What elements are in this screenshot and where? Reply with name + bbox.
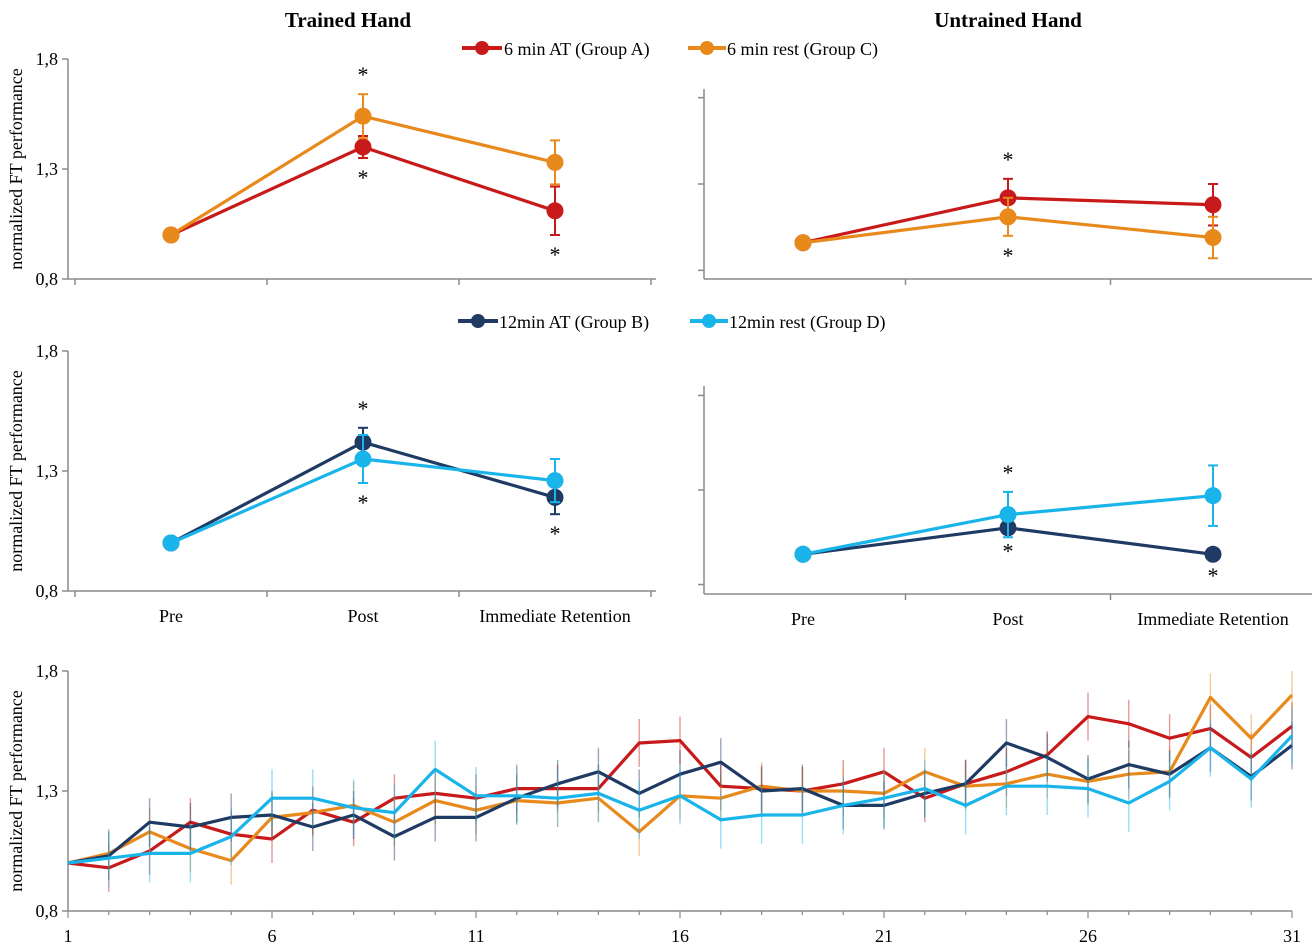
data-point <box>546 153 564 171</box>
x-tick-label: Pre <box>159 606 183 626</box>
data-point <box>794 545 812 563</box>
y-tick-label: 1,8 <box>36 49 59 69</box>
legend-marker-group-b <box>471 314 485 328</box>
series-line <box>67 714 1293 870</box>
legend-marker-group-d <box>702 314 716 328</box>
series-6-min-at-group-a- <box>67 692 1293 892</box>
x-tick-label: Post <box>347 606 378 626</box>
significance-star: * <box>1003 147 1014 172</box>
series-line <box>67 734 1294 865</box>
legend-marker-group-a <box>475 41 489 55</box>
x-tick-label: 1 <box>64 926 73 946</box>
series-6-min-rest-group-c-: * <box>162 62 564 244</box>
data-point <box>354 107 372 125</box>
data-point <box>162 534 180 552</box>
y-tick-label: 1,8 <box>36 661 59 681</box>
data-point <box>794 234 812 252</box>
significance-star: * <box>358 490 369 515</box>
legend-top: 6 min AT (Group A) 6 min rest (Group C) <box>462 39 878 60</box>
chart-trained-mid: 0,8 1,3 1,8 normalized FT performance Pre Pos… <box>6 341 656 626</box>
data-point <box>1204 229 1222 247</box>
data-point <box>1204 545 1222 563</box>
significance-star: * <box>1208 563 1219 588</box>
x-tick-label: Immediate Retention <box>1137 609 1288 629</box>
y-axis-title: normalized FT performance <box>6 690 26 892</box>
data-point <box>546 202 564 220</box>
series-line <box>170 145 556 237</box>
title-untrained-hand: Untrained Hand <box>934 8 1082 32</box>
data-point <box>1204 196 1222 214</box>
chart-trained-top: 0,8 1,3 1,8 normalized FT performance * * * <box>6 49 656 289</box>
data-point <box>546 472 564 490</box>
legend-label-group-d: 12min rest (Group D) <box>729 312 885 333</box>
y-tick-label: 1,8 <box>36 341 59 361</box>
y-tick-label: 1,3 <box>36 159 59 179</box>
y-axis-title: normalized FT performance <box>6 68 26 270</box>
series-12min-rest-group-d- <box>67 707 1294 887</box>
data-point <box>354 450 372 468</box>
significance-star: * <box>1003 539 1014 564</box>
y-tick-label: 1,3 <box>36 781 59 801</box>
data-point <box>1204 487 1222 505</box>
series-line <box>67 741 1293 865</box>
data-point <box>999 506 1017 524</box>
x-tick-label: 31 <box>1283 926 1301 946</box>
data-point <box>999 208 1017 226</box>
chart-untrained-top: ** <box>698 89 1312 285</box>
x-tick-label: Post <box>992 609 1023 629</box>
x-tick-label: 11 <box>467 926 484 946</box>
legend-mid: 12min AT (Group B) 12min rest (Group D) <box>458 312 885 333</box>
y-tick-label: 0,8 <box>36 269 59 289</box>
legend-marker-group-c <box>700 41 714 55</box>
series-12min-rest-group-d-: * <box>162 434 564 552</box>
x-tick-label: 26 <box>1079 926 1097 946</box>
series-12min-at-group-b- <box>67 719 1293 880</box>
series-6-min-rest-group-c-: * <box>794 196 1222 268</box>
title-trained-hand: Trained Hand <box>285 8 412 32</box>
significance-star: * <box>1003 243 1014 268</box>
series-12min-rest-group-d-: * <box>794 460 1222 563</box>
y-tick-label: 0,8 <box>36 901 59 921</box>
chart-untrained-mid: Pre Post Immediate Retention * * * <box>698 386 1312 629</box>
significance-star: * <box>358 165 369 190</box>
legend-label-group-b: 12min AT (Group B) <box>499 312 649 333</box>
x-tick-label: 16 <box>671 926 689 946</box>
significance-star: * <box>1003 460 1014 485</box>
data-point <box>354 138 372 156</box>
significance-star: * <box>550 242 561 267</box>
legend-label-group-a: 6 min AT (Group A) <box>504 39 650 60</box>
y-tick-label: 0,8 <box>36 581 59 601</box>
y-tick-label: 1,3 <box>36 461 59 481</box>
data-point <box>162 226 180 244</box>
significance-star: * <box>358 62 369 87</box>
x-tick-label: Immediate Retention <box>479 606 630 626</box>
significance-star: * <box>358 396 369 421</box>
legend-label-group-c: 6 min rest (Group C) <box>727 39 878 60</box>
x-tick-label: Pre <box>791 609 815 629</box>
y-axis-title: normalized FT performance <box>6 370 26 572</box>
x-tick-label: 21 <box>875 926 893 946</box>
x-tick-label: 6 <box>268 926 277 946</box>
significance-star: * <box>550 521 561 546</box>
